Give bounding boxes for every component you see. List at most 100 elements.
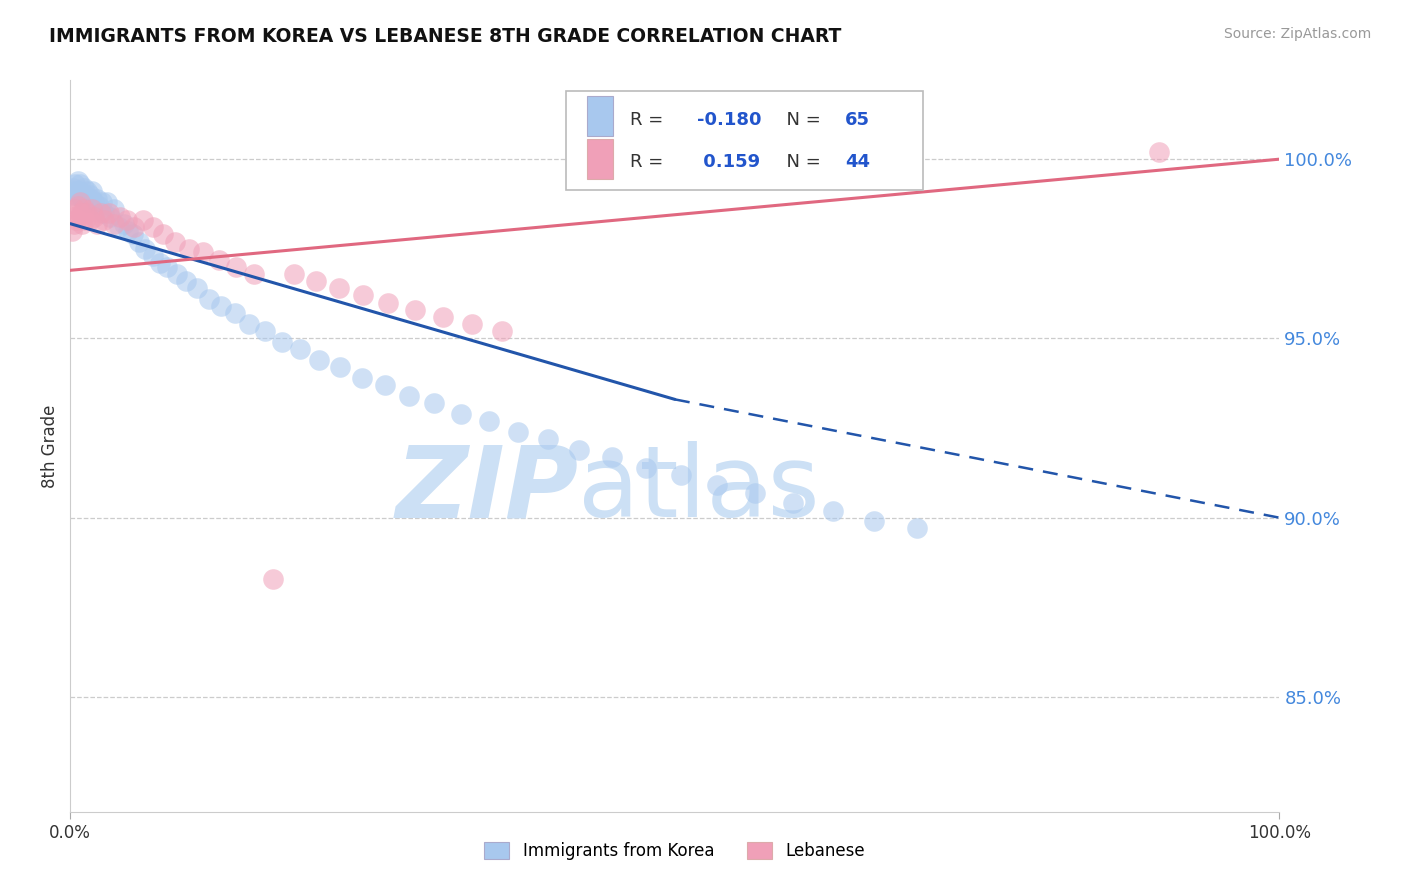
Point bbox=[72, 217, 94, 231]
Point bbox=[377, 295, 399, 310]
Point bbox=[76, 206, 98, 220]
Point bbox=[132, 213, 155, 227]
Point bbox=[568, 442, 591, 457]
Point bbox=[350, 371, 373, 385]
Point bbox=[782, 496, 804, 510]
Point bbox=[537, 432, 560, 446]
Text: Source: ZipAtlas.com: Source: ZipAtlas.com bbox=[1223, 27, 1371, 41]
Text: N =: N = bbox=[775, 111, 827, 128]
Point bbox=[60, 188, 83, 202]
Point bbox=[253, 324, 276, 338]
Y-axis label: 8th Grade: 8th Grade bbox=[41, 404, 59, 488]
Point bbox=[66, 199, 89, 213]
Point bbox=[270, 334, 294, 349]
Point bbox=[63, 217, 86, 231]
Point bbox=[96, 195, 118, 210]
Point bbox=[89, 199, 111, 213]
Point bbox=[70, 188, 93, 202]
Text: 0.159: 0.159 bbox=[696, 153, 759, 170]
Point bbox=[103, 202, 125, 217]
Point bbox=[103, 217, 125, 231]
Point bbox=[83, 210, 105, 224]
Point bbox=[156, 260, 179, 274]
Point bbox=[62, 210, 84, 224]
Point bbox=[63, 178, 86, 192]
Point bbox=[669, 467, 692, 482]
Point bbox=[80, 202, 103, 217]
Point bbox=[70, 206, 93, 220]
Point bbox=[329, 360, 352, 375]
Point bbox=[73, 213, 96, 227]
Point bbox=[506, 425, 529, 439]
Point bbox=[93, 206, 115, 220]
Text: R =: R = bbox=[630, 111, 669, 128]
Text: N =: N = bbox=[775, 153, 827, 170]
Point bbox=[243, 267, 266, 281]
Point bbox=[62, 181, 84, 195]
Point bbox=[90, 206, 111, 220]
Point bbox=[208, 252, 231, 267]
Point bbox=[83, 195, 105, 210]
Point bbox=[80, 192, 103, 206]
Point bbox=[79, 213, 101, 227]
Point bbox=[224, 306, 246, 320]
Point bbox=[744, 485, 766, 500]
Text: R =: R = bbox=[630, 153, 669, 170]
Point bbox=[423, 396, 446, 410]
Point bbox=[107, 220, 129, 235]
Point bbox=[706, 478, 728, 492]
Point bbox=[141, 249, 163, 263]
Text: -0.180: -0.180 bbox=[696, 111, 761, 128]
Point bbox=[283, 267, 305, 281]
Point bbox=[1147, 145, 1170, 159]
Point bbox=[63, 185, 86, 199]
Point bbox=[198, 292, 221, 306]
Point bbox=[193, 245, 215, 260]
Point bbox=[404, 302, 426, 317]
Point bbox=[65, 213, 87, 227]
Point bbox=[128, 235, 150, 249]
Point bbox=[66, 174, 89, 188]
Point bbox=[90, 195, 112, 210]
Point bbox=[98, 206, 121, 220]
Legend: Immigrants from Korea, Lebanese: Immigrants from Korea, Lebanese bbox=[478, 835, 872, 867]
Point bbox=[238, 317, 260, 331]
Point bbox=[149, 256, 172, 270]
Point bbox=[211, 299, 233, 313]
Text: ZIP: ZIP bbox=[395, 442, 578, 539]
Point bbox=[69, 178, 91, 192]
FancyBboxPatch shape bbox=[586, 95, 613, 136]
Point bbox=[177, 242, 200, 256]
FancyBboxPatch shape bbox=[567, 91, 922, 190]
Point bbox=[76, 185, 98, 199]
Point bbox=[69, 195, 91, 210]
Point bbox=[93, 213, 115, 227]
Point bbox=[288, 342, 311, 356]
Point bbox=[72, 181, 94, 195]
Point bbox=[152, 227, 174, 242]
Point bbox=[863, 514, 886, 528]
Point bbox=[72, 202, 94, 217]
Point bbox=[374, 378, 396, 392]
Point bbox=[67, 185, 90, 199]
Point bbox=[112, 217, 135, 231]
FancyBboxPatch shape bbox=[586, 139, 613, 179]
Point bbox=[108, 210, 131, 224]
Point bbox=[86, 192, 108, 206]
Point bbox=[65, 188, 87, 202]
Point bbox=[225, 260, 247, 274]
Point bbox=[134, 242, 156, 256]
Point bbox=[75, 192, 97, 206]
Point bbox=[124, 220, 146, 235]
Point bbox=[63, 202, 86, 217]
Point bbox=[72, 192, 94, 206]
Point bbox=[398, 389, 420, 403]
Point bbox=[86, 217, 108, 231]
Point bbox=[60, 224, 83, 238]
Point bbox=[450, 407, 472, 421]
Point bbox=[122, 227, 145, 242]
Point bbox=[176, 274, 198, 288]
Point bbox=[186, 281, 208, 295]
Point bbox=[117, 224, 139, 238]
Text: 65: 65 bbox=[845, 111, 870, 128]
